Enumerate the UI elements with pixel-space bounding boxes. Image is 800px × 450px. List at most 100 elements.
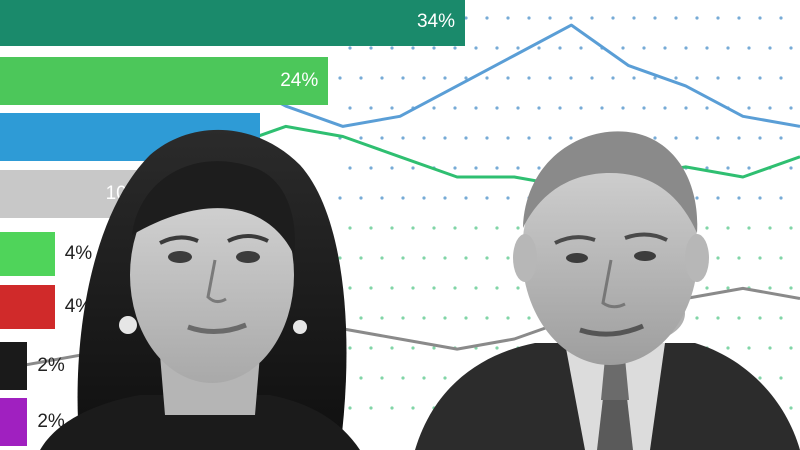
- grid-dot: [569, 136, 573, 140]
- grid-dot: [369, 106, 373, 110]
- grid-dot: [474, 286, 478, 290]
- grid-dot: [348, 46, 352, 50]
- grid-dot: [642, 106, 646, 110]
- grid-dot: [506, 196, 510, 200]
- grid-dot: [705, 286, 709, 290]
- grid-dot: [422, 196, 426, 200]
- grid-dot: [569, 16, 573, 20]
- grid-dot: [579, 106, 583, 110]
- grid-dot: [453, 46, 457, 50]
- grid-dot: [695, 16, 699, 20]
- grid-dot: [369, 226, 373, 230]
- grid-dot: [369, 46, 373, 50]
- grid-dot: [527, 136, 531, 140]
- grid-dot: [569, 76, 573, 80]
- grid-dot: [527, 316, 531, 320]
- grid-dot: [737, 256, 741, 260]
- grid-dot: [411, 226, 415, 230]
- grid-dot: [359, 376, 363, 380]
- grid-dot: [443, 376, 447, 380]
- grid-dot: [779, 136, 783, 140]
- grid-dot: [747, 46, 751, 50]
- grid-dot: [684, 106, 688, 110]
- grid-dot: [537, 166, 541, 170]
- grid-dot: [422, 136, 426, 140]
- grid-dot: [611, 16, 615, 20]
- grid-dot: [516, 226, 520, 230]
- grid-dot: [485, 76, 489, 80]
- grid-dot: [579, 46, 583, 50]
- grid-dot: [642, 46, 646, 50]
- grid-dot: [422, 316, 426, 320]
- grid-dot: [348, 346, 352, 350]
- grid-dot: [789, 346, 793, 350]
- grid-dot: [537, 46, 541, 50]
- grid-dot: [432, 286, 436, 290]
- grid-dot: [758, 316, 762, 320]
- bar-2: 24%: [0, 57, 329, 105]
- grid-dot: [527, 76, 531, 80]
- grid-dot: [390, 226, 394, 230]
- grid-dot: [390, 46, 394, 50]
- grid-dot: [348, 286, 352, 290]
- grid-dot: [401, 256, 405, 260]
- grid-dot: [380, 376, 384, 380]
- grid-dot: [516, 166, 520, 170]
- grid-dot: [485, 136, 489, 140]
- grid-dot: [495, 106, 499, 110]
- grid-dot: [737, 196, 741, 200]
- grid-dot: [705, 106, 709, 110]
- grid-dot: [758, 376, 762, 380]
- grid-dot: [401, 376, 405, 380]
- grid-dot: [453, 286, 457, 290]
- grid-dot: [348, 406, 352, 410]
- grid-dot: [705, 166, 709, 170]
- grid-dot: [380, 316, 384, 320]
- grid-dot: [411, 346, 415, 350]
- grid-dot: [747, 346, 751, 350]
- woman-portrait: [40, 129, 360, 450]
- grid-dot: [359, 136, 363, 140]
- grid-dot: [422, 376, 426, 380]
- grid-dot: [726, 46, 730, 50]
- grid-dot: [432, 106, 436, 110]
- grid-dot: [495, 346, 499, 350]
- grid-dot: [464, 196, 468, 200]
- grid-dot: [758, 136, 762, 140]
- grid-dot: [432, 226, 436, 230]
- grid-dot: [758, 76, 762, 80]
- grid-dot: [348, 226, 352, 230]
- grid-dot: [495, 286, 499, 290]
- grid-dot: [422, 76, 426, 80]
- bar-label-8: 2%: [37, 411, 65, 432]
- grid-dot: [359, 196, 363, 200]
- grid-dot: [789, 226, 793, 230]
- grid-dot: [422, 256, 426, 260]
- grid-dot: [590, 16, 594, 20]
- grid-dot: [632, 76, 636, 80]
- grid-dot: [432, 46, 436, 50]
- grid-dot: [380, 76, 384, 80]
- grid-dot: [485, 316, 489, 320]
- grid-dot: [737, 76, 741, 80]
- grid-dot: [737, 16, 741, 20]
- grid-dot: [380, 136, 384, 140]
- grid-dot: [485, 256, 489, 260]
- grid-dot: [632, 16, 636, 20]
- grid-dot: [495, 46, 499, 50]
- grid-dot: [726, 286, 730, 290]
- grid-dot: [747, 106, 751, 110]
- grid-dot: [611, 76, 615, 80]
- grid-dot: [758, 256, 762, 260]
- grid-dot: [600, 106, 604, 110]
- grid-dot: [411, 166, 415, 170]
- grid-dot: [369, 166, 373, 170]
- grid-dot: [506, 136, 510, 140]
- grid-dot: [779, 16, 783, 20]
- grid-dot: [548, 16, 552, 20]
- bar-8: 2%: [0, 398, 65, 446]
- grid-dot: [768, 286, 772, 290]
- grid-dot: [716, 316, 720, 320]
- grid-dot: [768, 106, 772, 110]
- grid-dot: [695, 136, 699, 140]
